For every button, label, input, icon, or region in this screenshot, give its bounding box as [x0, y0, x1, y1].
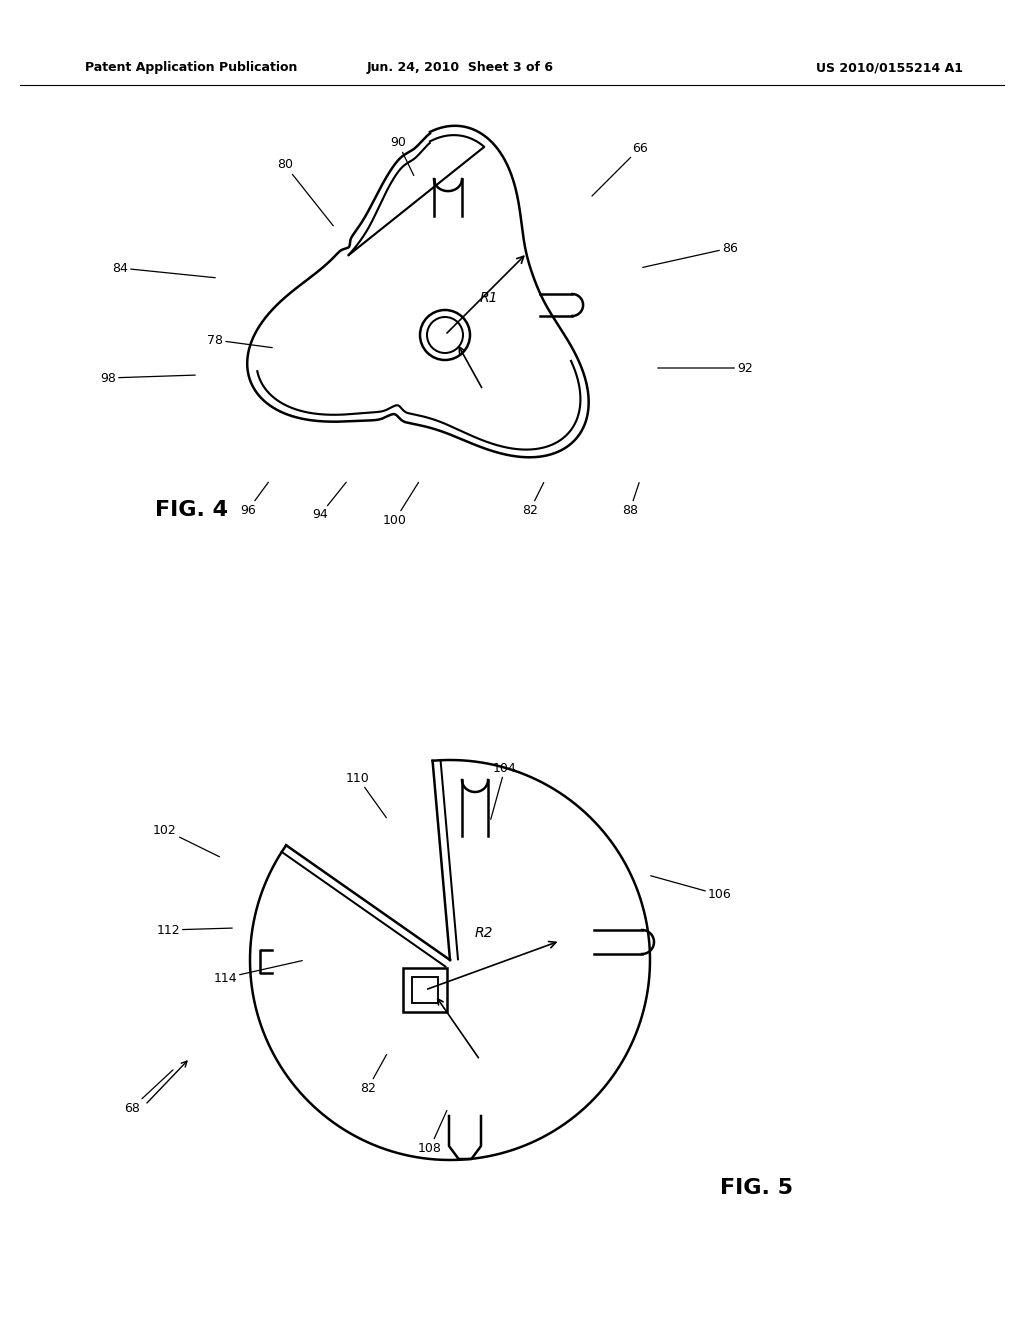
Text: 108: 108: [418, 1110, 446, 1155]
Text: Patent Application Publication: Patent Application Publication: [85, 62, 297, 74]
Text: 100: 100: [383, 482, 419, 527]
Text: R2: R2: [475, 927, 494, 940]
Text: 106: 106: [650, 875, 732, 902]
Text: FIG. 4: FIG. 4: [155, 500, 228, 520]
Text: 104: 104: [490, 762, 517, 820]
Text: 80: 80: [278, 158, 333, 226]
Text: US 2010/0155214 A1: US 2010/0155214 A1: [816, 62, 964, 74]
Text: 92: 92: [657, 362, 753, 375]
Text: 84: 84: [112, 261, 215, 277]
Text: 68: 68: [124, 1071, 173, 1114]
Text: 82: 82: [522, 483, 544, 516]
Text: 114: 114: [213, 961, 302, 985]
Text: 98: 98: [100, 371, 196, 384]
Text: 88: 88: [622, 483, 639, 516]
Text: 94: 94: [312, 482, 346, 521]
Text: 82: 82: [360, 1055, 387, 1094]
Text: Jun. 24, 2010  Sheet 3 of 6: Jun. 24, 2010 Sheet 3 of 6: [367, 62, 554, 74]
Text: 110: 110: [346, 771, 386, 818]
Text: 66: 66: [592, 141, 648, 197]
Text: 78: 78: [207, 334, 272, 347]
Text: 102: 102: [154, 824, 219, 857]
Text: 112: 112: [157, 924, 232, 936]
Text: R1: R1: [480, 290, 499, 305]
Text: 90: 90: [390, 136, 414, 176]
Text: FIG. 5: FIG. 5: [720, 1177, 793, 1199]
Text: 96: 96: [240, 482, 268, 516]
Text: 86: 86: [643, 242, 738, 268]
